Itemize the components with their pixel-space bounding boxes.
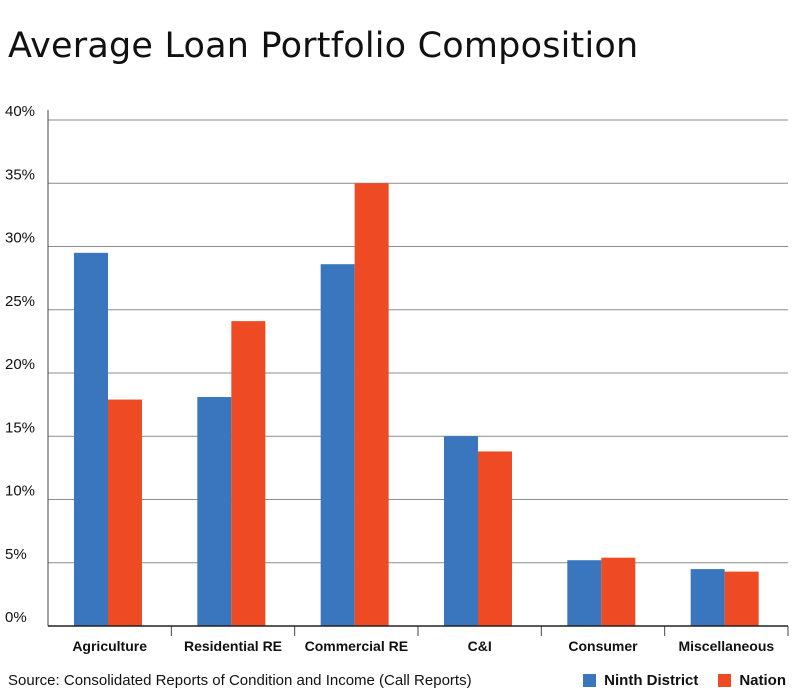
bar-nation-candi <box>478 451 512 626</box>
y-tick-label: 25% <box>5 293 35 310</box>
legend-label-ninth-district: Ninth District <box>604 672 699 689</box>
chart-title: Average Loan Portfolio Composition <box>8 26 639 66</box>
bar-nation-agriculture <box>108 399 142 626</box>
legend-swatch-nation <box>718 674 732 687</box>
x-category-label: Agriculture <box>72 638 147 654</box>
y-tick-label: 35% <box>5 166 35 183</box>
bar-ninth-district-miscellaneous <box>690 569 725 626</box>
legend-item-ninth-district: Ninth District <box>583 672 698 689</box>
source-note: Source: Consolidated Reports of Conditio… <box>8 672 472 689</box>
bar-nation-miscellaneous <box>724 571 759 626</box>
x-category-label: Miscellaneous <box>678 638 774 654</box>
y-tick-label: 40% <box>5 103 35 120</box>
x-category-label: Consumer <box>568 638 638 654</box>
legend-item-nation: Nation <box>718 672 786 689</box>
gridlines <box>47 110 788 626</box>
bar-ninth-district-agriculture <box>74 252 108 626</box>
y-tick-label: 5% <box>5 546 27 563</box>
bar-ninth-district-consumer <box>567 560 602 626</box>
legend-label-nation: Nation <box>739 672 786 689</box>
bar-ninth-district-residential-re <box>197 397 232 626</box>
bars <box>74 183 759 626</box>
x-axis <box>48 625 789 636</box>
x-category-label: Residential RE <box>184 638 282 654</box>
bar-nation-commercial-re <box>354 183 389 626</box>
x-category-label: C&I <box>468 638 492 654</box>
bar-ninth-district-candi <box>444 436 478 626</box>
x-axis-categories: Agriculture Residential RE Commercial RE C&… <box>72 638 774 654</box>
y-tick-label: 0% <box>5 609 27 626</box>
y-tick-label: 10% <box>5 483 35 500</box>
y-tick-label: 15% <box>5 419 35 436</box>
bar-nation-consumer <box>601 557 636 626</box>
y-tick-label: 20% <box>5 356 35 373</box>
bar-nation-residential-re <box>231 321 266 626</box>
y-axis-ticks: 0% 5% 10% 15% 20% 25% 30% 35% 40% <box>5 103 35 626</box>
x-category-label: Commercial RE <box>305 638 408 654</box>
y-tick-label: 30% <box>5 230 35 247</box>
legend-swatch-ninth-district <box>583 674 597 687</box>
legend: Ninth District Nation <box>563 672 786 689</box>
bar-ninth-district-commercial-re <box>320 264 355 626</box>
